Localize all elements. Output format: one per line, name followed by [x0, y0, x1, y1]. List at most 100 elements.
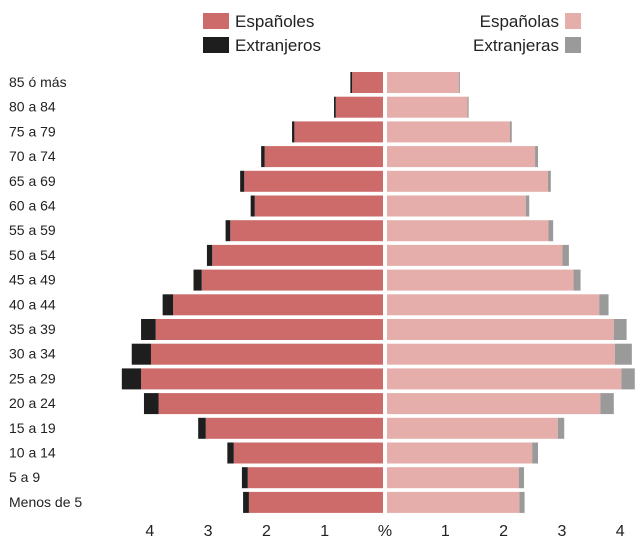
- age-label-12: 25 a 29: [9, 370, 56, 386]
- x-axis: 4 3 2 1 1 2 3 4%: [145, 523, 624, 540]
- x-tick-label-2: 2: [262, 523, 271, 540]
- bar-espanolas-10: [387, 319, 614, 340]
- bar-espanoles-0: [352, 72, 383, 93]
- legend-label-espanoles: Españoles: [235, 12, 314, 31]
- bar-espanolas-13: [387, 393, 601, 415]
- bar-extranjeros-3: [261, 146, 265, 168]
- age-label-3: 70 a 74: [9, 148, 56, 164]
- bars-group: [121, 72, 635, 513]
- bar-extranjeros-15: [227, 442, 234, 464]
- bar-espanolas-16: [387, 467, 519, 489]
- legend-label-extranjeros: Extranjeros: [235, 36, 321, 55]
- age-label-9: 40 a 44: [9, 296, 56, 312]
- age-label-15: 10 a 14: [9, 445, 56, 461]
- legend-label-espanolas: Españolas: [480, 12, 559, 31]
- x-tick-label-4: 1: [441, 523, 450, 540]
- bar-extranjeras-11: [614, 343, 632, 365]
- bar-espanolas-2: [387, 121, 511, 143]
- age-label-6: 55 a 59: [9, 222, 56, 238]
- bar-extranjeras-6: [548, 220, 554, 242]
- legend-swatch-extranjeros: [203, 37, 229, 53]
- bar-espanolas-12: [387, 368, 622, 390]
- bar-espanoles-9: [173, 294, 383, 316]
- bar-espanoles-13: [158, 393, 383, 415]
- bar-espanoles-1: [335, 96, 383, 118]
- age-label-14: 15 a 19: [9, 420, 56, 436]
- bar-espanolas-3: [387, 146, 536, 168]
- bar-extranjeros-0: [350, 72, 353, 93]
- bar-extranjeras-4: [547, 170, 551, 192]
- x-tick-label-0: 4: [145, 523, 154, 540]
- bar-espanoles-16: [247, 467, 383, 489]
- bar-espanoles-15: [233, 442, 383, 464]
- bar-extranjeros-6: [225, 220, 231, 242]
- bar-extranjeras-0: [458, 72, 460, 93]
- bar-espanolas-4: [387, 170, 548, 192]
- bar-extranjeros-12: [121, 368, 142, 390]
- bar-espanoles-8: [201, 269, 383, 291]
- bar-extranjeras-10: [613, 319, 627, 340]
- age-labels-group: 85 ó más 80 a 84 75 a 79 70 a 74 65 a 69 60 a…: [9, 74, 82, 510]
- bar-extranjeros-14: [198, 417, 206, 439]
- age-label-5: 60 a 64: [9, 198, 56, 214]
- bar-extranjeras-1: [467, 96, 469, 118]
- age-label-4: 65 a 69: [9, 173, 56, 189]
- bar-espanoles-17: [248, 491, 383, 513]
- bar-espanoles-14: [205, 417, 383, 439]
- bar-espanoles-4: [244, 170, 383, 192]
- bar-extranjeras-8: [573, 269, 581, 291]
- age-label-13: 20 a 24: [9, 395, 56, 411]
- bar-extranjeras-16: [518, 467, 525, 489]
- bar-extranjeros-1: [334, 96, 336, 118]
- bar-espanolas-14: [387, 417, 558, 439]
- bar-extranjeras-13: [600, 393, 614, 415]
- age-label-16: 5 a 9: [9, 469, 40, 485]
- bar-espanoles-11: [150, 343, 383, 365]
- bar-extranjeras-2: [510, 121, 512, 143]
- age-label-1: 80 a 84: [9, 99, 56, 115]
- x-axis-unit-label: %: [378, 523, 392, 540]
- x-tick-label-6: 3: [557, 523, 566, 540]
- bar-espanolas-9: [387, 294, 600, 316]
- bar-extranjeras-15: [532, 442, 538, 464]
- bar-extranjeras-5: [525, 195, 530, 217]
- bar-extranjeras-12: [621, 368, 635, 390]
- x-tick-label-5: 2: [499, 523, 508, 540]
- bar-espanolas-5: [387, 195, 526, 217]
- bar-espanolas-11: [387, 343, 615, 365]
- age-label-10: 35 a 39: [9, 321, 56, 337]
- bar-extranjeras-3: [535, 146, 538, 168]
- x-tick-label-1: 3: [204, 523, 213, 540]
- age-label-2: 75 a 79: [9, 123, 56, 139]
- bar-espanolas-7: [387, 244, 563, 266]
- bar-extranjeros-16: [241, 467, 248, 489]
- x-tick-label-7: 4: [616, 523, 625, 540]
- legend-swatch-espanolas: [565, 13, 581, 29]
- age-label-8: 45 a 49: [9, 272, 56, 288]
- bar-extranjeros-17: [243, 491, 249, 513]
- bar-extranjeros-7: [206, 244, 213, 266]
- bar-espanoles-10: [155, 319, 383, 340]
- bar-extranjeros-5: [250, 195, 255, 217]
- bar-extranjeros-10: [141, 319, 156, 340]
- bar-extranjeros-13: [143, 393, 159, 415]
- bar-espanoles-12: [141, 368, 383, 390]
- legend-swatch-extranjeras: [565, 37, 581, 53]
- x-tick-label-3: 1: [320, 523, 329, 540]
- bar-espanoles-6: [230, 220, 383, 242]
- bar-extranjeras-17: [519, 491, 525, 513]
- bar-espanoles-5: [254, 195, 383, 217]
- bar-espanolas-1: [387, 96, 468, 118]
- age-label-0: 85 ó más: [9, 74, 67, 90]
- age-label-11: 30 a 34: [9, 346, 56, 362]
- bar-espanoles-7: [212, 244, 383, 266]
- bar-extranjeras-14: [557, 417, 565, 439]
- age-label-7: 50 a 54: [9, 247, 56, 263]
- legend: Españoles Extranjeros Españolas Extranje…: [203, 12, 581, 55]
- bar-espanolas-15: [387, 442, 533, 464]
- bar-extranjeras-7: [562, 244, 569, 266]
- age-label-17: Menos de 5: [9, 494, 82, 510]
- bar-extranjeros-2: [292, 121, 295, 143]
- bar-espanoles-2: [294, 121, 383, 143]
